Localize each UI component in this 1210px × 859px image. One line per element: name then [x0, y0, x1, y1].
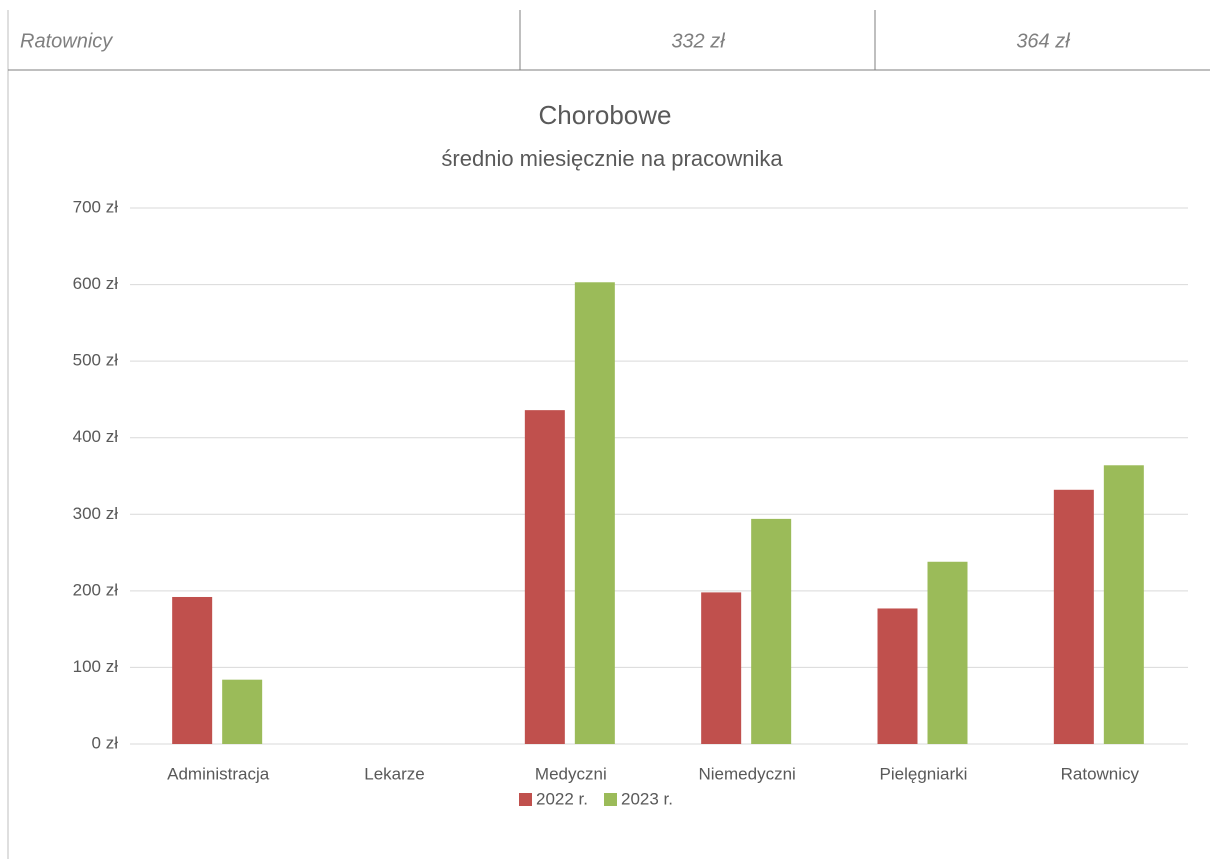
table-cell: 332 zł — [671, 30, 725, 52]
table-cell: 364 zł — [1016, 30, 1070, 52]
chart-subtitle: średnio miesięcznie na pracownika — [441, 146, 783, 171]
bar — [1053, 489, 1094, 744]
chart-title: Chorobowe — [539, 100, 672, 130]
x-tick-label: Pielęgniarki — [880, 764, 968, 783]
bar — [172, 596, 213, 744]
bar — [574, 282, 615, 744]
x-tick-label: Niemedyczni — [699, 764, 796, 783]
y-tick-label: 300 zł — [73, 504, 119, 523]
bar — [1103, 465, 1144, 744]
y-tick-label: 500 zł — [73, 351, 119, 370]
y-tick-label: 600 zł — [73, 274, 119, 293]
y-tick-label: 100 zł — [73, 657, 119, 676]
y-tick-label: 0 zł — [92, 733, 119, 752]
bar — [222, 679, 263, 744]
legend-label: 2022 r. — [536, 789, 588, 808]
x-tick-label: Lekarze — [364, 764, 424, 783]
legend-swatch — [604, 793, 617, 806]
y-tick-label: 400 zł — [73, 427, 119, 446]
x-tick-label: Administracja — [167, 764, 270, 783]
bar — [927, 561, 968, 744]
bar — [701, 592, 742, 744]
y-tick-label: 700 zł — [73, 197, 119, 216]
table-cell: Ratownicy — [20, 30, 113, 52]
bar — [877, 608, 918, 744]
bar — [524, 410, 565, 744]
legend-label: 2023 r. — [621, 789, 673, 808]
x-tick-label: Medyczni — [535, 764, 607, 783]
legend-swatch — [519, 793, 532, 806]
x-tick-label: Ratownicy — [1061, 764, 1140, 783]
bar — [751, 518, 792, 744]
y-tick-label: 200 zł — [73, 580, 119, 599]
